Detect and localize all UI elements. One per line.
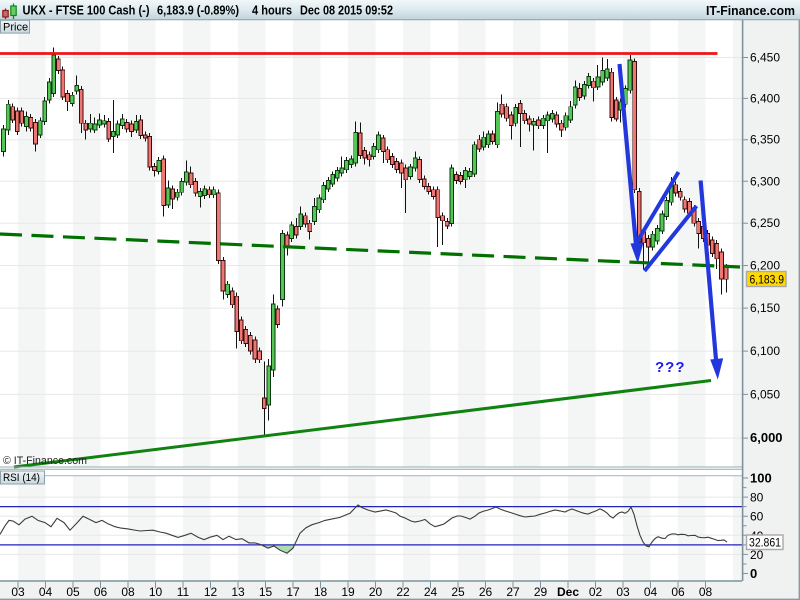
svg-text:60: 60 — [750, 510, 764, 524]
svg-text:15: 15 — [259, 585, 273, 599]
svg-text:02: 02 — [589, 585, 603, 599]
svg-text:06: 06 — [671, 585, 685, 599]
svg-text:13: 13 — [231, 585, 245, 599]
svg-text:12: 12 — [204, 585, 218, 599]
svg-text:03: 03 — [11, 585, 25, 599]
svg-text:6,350: 6,350 — [750, 133, 780, 147]
svg-text:04: 04 — [39, 585, 53, 599]
svg-text:Dec 08 2015 09:52: Dec 08 2015 09:52 — [300, 4, 393, 18]
svg-text:80: 80 — [750, 491, 764, 505]
svg-text:19: 19 — [341, 585, 355, 599]
svg-text:18: 18 — [314, 585, 328, 599]
svg-text:6,200: 6,200 — [750, 259, 780, 273]
svg-text:17: 17 — [286, 585, 300, 599]
svg-text:4 hours: 4 hours — [252, 4, 292, 18]
svg-text:27: 27 — [506, 585, 520, 599]
svg-text:25: 25 — [451, 585, 465, 599]
svg-text:22: 22 — [396, 585, 410, 599]
svg-text:Dec: Dec — [557, 585, 579, 599]
svg-text:UKX - FTSE 100 Cash (-): UKX - FTSE 100 Cash (-) — [23, 4, 150, 18]
svg-text:6,183.9 (-0.89%): 6,183.9 (-0.89%) — [157, 4, 239, 18]
svg-text:24: 24 — [424, 585, 438, 599]
svg-text:03: 03 — [616, 585, 630, 599]
svg-text:08: 08 — [699, 585, 713, 599]
svg-text:32.861: 32.861 — [749, 536, 781, 550]
svg-text:6,000: 6,000 — [750, 430, 783, 445]
svg-text:06: 06 — [94, 585, 108, 599]
svg-text:6,183.9: 6,183.9 — [750, 273, 785, 287]
svg-text:0: 0 — [750, 566, 757, 581]
svg-text:6,050: 6,050 — [750, 387, 780, 401]
svg-text:IT-Finance.com: IT-Finance.com — [706, 3, 795, 18]
svg-text:6,300: 6,300 — [750, 174, 780, 188]
svg-text:Price: Price — [3, 22, 28, 34]
svg-text:20: 20 — [369, 585, 383, 599]
svg-text:10: 10 — [149, 585, 163, 599]
svg-text:6,100: 6,100 — [750, 344, 780, 358]
svg-text:RSI (14): RSI (14) — [3, 472, 40, 484]
svg-text:6,150: 6,150 — [750, 301, 780, 315]
svg-text:100: 100 — [750, 471, 772, 486]
svg-text:05: 05 — [66, 585, 80, 599]
svg-text:6,250: 6,250 — [750, 216, 780, 230]
svg-text:04: 04 — [644, 585, 658, 599]
svg-text:20: 20 — [750, 548, 764, 562]
svg-text:11: 11 — [177, 585, 190, 599]
svg-text:08: 08 — [121, 585, 135, 599]
svg-text:29: 29 — [534, 585, 548, 599]
svg-text:26: 26 — [479, 585, 493, 599]
svg-text:6,450: 6,450 — [750, 51, 780, 65]
svg-text:???: ??? — [655, 359, 686, 376]
svg-text:© IT-Finance.com: © IT-Finance.com — [3, 455, 87, 467]
svg-text:6,400: 6,400 — [750, 91, 780, 105]
